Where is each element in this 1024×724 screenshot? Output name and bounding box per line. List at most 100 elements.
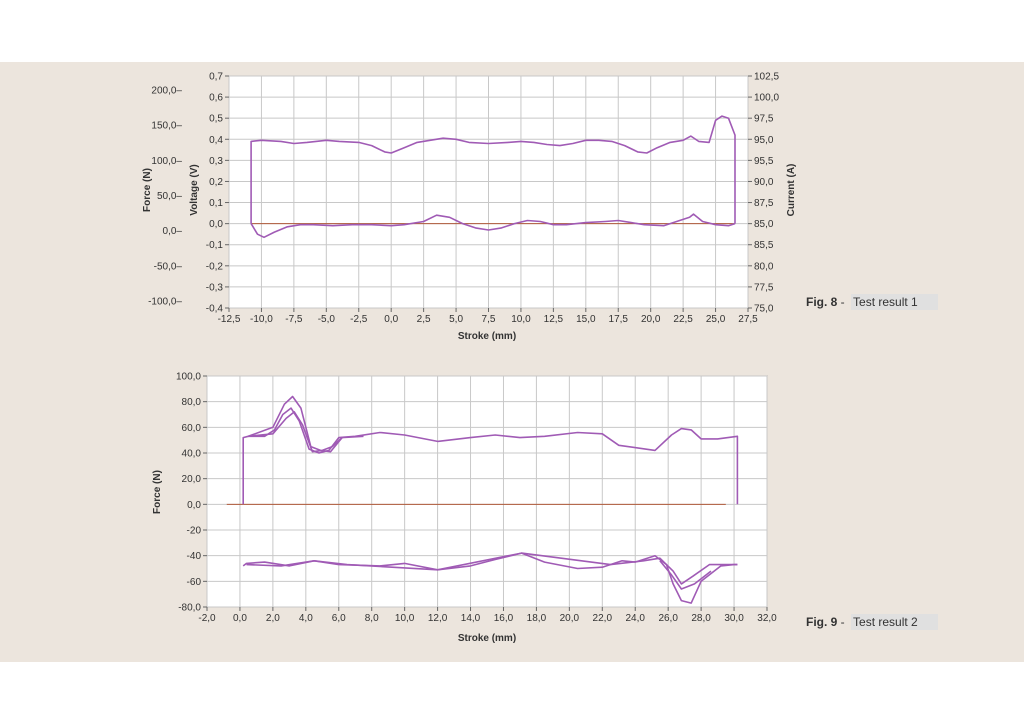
x-tick-label: -12,5 [218,314,241,325]
current-tick-label: 75,0 [754,304,774,315]
y-axis-label-current: Current (A) [786,164,797,217]
x-tick-label: 20,0 [560,613,580,624]
current-tick-label: 77,5 [754,282,774,293]
fig9-caption: Fig. 9 - Test result 2 [806,614,938,630]
x-tick-label: 24,0 [626,613,646,624]
fig8-number: Fig. 8 [806,295,838,309]
y-axis-label-voltage: Voltage (V) [189,164,200,215]
x-tick-label: 2,0 [266,613,280,624]
x-tick-label: 10,0 [395,613,415,624]
x-tick-label: 4,0 [299,613,313,624]
fig8-title: Test result 1 [851,294,938,310]
x-tick-label: 26,0 [658,613,678,624]
y-tick-label: 0,5 [209,114,223,125]
x-tick-label: 0,0 [384,314,398,325]
series-line-3 [248,411,343,453]
y-tick-label: 0,7 [209,72,223,83]
x-tick-label: -7,5 [285,314,303,325]
current-tick-label: 95,0 [754,135,774,146]
force-tick-label: -50,0– [154,261,183,272]
y-tick-label: 40,0 [182,449,202,460]
series-line-1 [250,115,736,224]
figure-panel: -12,5 -10,0 -7,5 -5,0 -2,5 0,0 2,5 5,0 7,5 10,0 12… [0,62,1024,662]
y-tick-label: 0,1 [209,198,223,209]
y-tick-label: 0,6 [209,93,223,104]
series-line-6 [659,560,712,590]
x-tick-label: 22,0 [593,613,613,624]
y-tick-label: 0,3 [209,156,223,167]
fig9-number: Fig. 9 [806,615,838,629]
current-tick-label: 90,0 [754,177,774,188]
x-tick-label: 15,0 [576,314,596,325]
y-tick-label: -0,4 [206,304,224,315]
y-axis-label-force: Force (N) [142,168,153,212]
x-tick-label: 27,5 [738,314,758,325]
y-tick-label: 0,0 [209,219,223,230]
x-tick-label: 7,5 [482,314,496,325]
x-tick-label: 28,0 [691,613,711,624]
series-line-5 [246,552,738,585]
y-tick-label: 0,0 [187,500,201,511]
force-tick-label: 100,0– [151,156,182,167]
x-axis-label: Stroke (mm) [458,331,516,342]
x-tick-label: 32,0 [757,613,777,624]
current-tick-label: 80,0 [754,261,774,272]
series-line-2 [247,395,364,453]
y-tick-label: 60,0 [182,423,202,434]
x-tick-label: 18,0 [527,613,547,624]
current-tick-label: 87,5 [754,198,774,209]
force-tick-label: 0,0– [163,226,183,237]
force-tick-label: 50,0– [157,191,182,202]
chart-fig8: -12,5 -10,0 -7,5 -5,0 -2,5 0,0 2,5 5,0 7,5 10,0 12… [142,72,797,343]
series-line-2 [250,213,736,239]
y-tick-label: -0,2 [206,261,224,272]
y-tick-label: -40 [187,551,202,562]
y-tick-label: 0,2 [209,177,223,188]
current-tick-label: 100,0 [754,93,779,104]
x-tick-label: -2,5 [350,314,368,325]
x-tick-label: 25,0 [706,314,726,325]
y-tick-label: 100,0 [176,372,201,383]
plot-area [206,375,768,608]
y-tick-label: -60 [187,577,202,588]
x-tick-label: -10,0 [250,314,273,325]
x-tick-label: 16,0 [494,613,514,624]
current-tick-label: 85,5 [754,240,774,251]
x-tick-label: 8,0 [365,613,379,624]
x-tick-label: 5,0 [449,314,463,325]
fig8-caption: Fig. 8 - Test result 1 [806,294,938,310]
current-tick-label: 97,5 [754,114,774,125]
x-axis-label: Stroke (mm) [458,633,516,644]
y-tick-label: -80,0 [178,603,201,614]
chart-fig9: -2,0 0,0 2,0 4,0 6,0 8,0 10,0 12,0 14,0 16,0 18,0 2… [152,372,777,645]
y-tick-label: 80,0 [182,397,202,408]
fig9-separator: - [837,615,849,629]
y-tick-label: -0,1 [206,240,224,251]
x-tick-label: -5,0 [318,314,336,325]
x-tick-label: 12,0 [428,613,448,624]
force-tick-label: 150,0– [151,121,182,132]
x-tick-label: 6,0 [332,613,346,624]
x-tick-label: 0,0 [233,613,247,624]
fig8-separator: - [837,295,849,309]
series-line-1 [242,407,739,505]
x-tick-label: 17,5 [609,314,629,325]
x-tick-label: -2,0 [198,613,216,624]
x-tick-label: 12,5 [544,314,564,325]
force-tick-label: -100,0– [148,296,182,307]
fig9-title: Test result 2 [851,614,938,630]
force-tick-label: 200,0– [151,86,182,97]
current-tick-label: 102,5 [754,72,779,83]
x-tick-label: 2,5 [417,314,431,325]
current-tick-label: 85,0 [754,219,774,230]
chart-canvas: -12,5 -10,0 -7,5 -5,0 -2,5 0,0 2,5 5,0 7,5 10,0 12… [142,72,797,645]
x-tick-label: 10,0 [511,314,531,325]
y-tick-label: -20 [187,526,202,537]
x-tick-label: 20,0 [641,314,661,325]
x-tick-label: 30,0 [724,613,744,624]
y-axis-label: Force (N) [152,470,163,514]
current-tick-label: 95,5 [754,156,774,167]
y-tick-label: 0,4 [209,135,223,146]
y-tick-label: -0,3 [206,282,224,293]
x-tick-label: 14,0 [461,613,481,624]
